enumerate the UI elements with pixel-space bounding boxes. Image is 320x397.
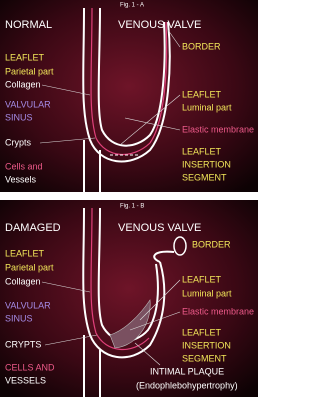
label: SINUS (5, 112, 33, 122)
label: LEAFLET (182, 146, 222, 156)
figure-number: Fig. 1 - A (120, 3, 144, 9)
label: Luminal part (182, 288, 232, 298)
leader (129, 311, 181, 331)
leader (167, 29, 181, 48)
label: (Endophlebohypertrophy) (136, 380, 238, 390)
plaque (109, 299, 151, 349)
leader (119, 94, 181, 146)
elastic-line (90, 7, 168, 156)
label: Crypts (5, 137, 32, 147)
border-nodule (173, 236, 187, 256)
leaflet-outline (82, 7, 171, 163)
leader (134, 342, 161, 366)
state: DAMAGED (5, 222, 61, 234)
label: INSERTION (182, 340, 231, 350)
label: Cells and (5, 161, 43, 171)
label: INSERTION (182, 159, 231, 169)
leader (124, 117, 181, 131)
label: SEGMENT (182, 172, 227, 182)
label: CRYPTS (5, 339, 41, 349)
elastic-line (90, 207, 150, 351)
leader (44, 334, 98, 346)
heading: VENOUS VALVE (118, 19, 201, 31)
state: NORMAL (5, 19, 52, 31)
label: LEAFLET (182, 274, 222, 284)
panel-a: Fig. 1 - A NORMAL VENOUS VALVE BORDER LE… (0, 0, 258, 192)
label: INTIMAL PLAQUE (150, 366, 224, 376)
label: Elastic membrane (182, 124, 254, 134)
label: SEGMENT (182, 353, 227, 363)
leaflet-inner (97, 7, 166, 147)
leader (41, 281, 91, 293)
figure: Fig. 1 - A NORMAL VENOUS VALVE BORDER LE… (0, 0, 258, 397)
panel-background (0, 200, 258, 397)
label: Elastic membrane (182, 306, 254, 316)
label: SINUS (5, 313, 33, 323)
leader (139, 279, 181, 321)
vein-wall (83, 335, 101, 397)
leader (39, 137, 96, 144)
figure-number: Fig. 1 - B (120, 204, 144, 210)
border-curl (153, 250, 175, 263)
label: VALVULAR (5, 99, 51, 109)
vein-wall (83, 140, 101, 192)
leaflet-outline (82, 207, 166, 359)
label: BORDER (192, 239, 231, 249)
heading: VENOUS VALVE (118, 222, 201, 234)
label: VALVULAR (5, 300, 51, 310)
label: LEAFLET (5, 248, 45, 258)
label: Parietal part (5, 66, 54, 76)
label: VESSELS (5, 375, 46, 385)
label: LEAFLET (182, 327, 222, 337)
leader (41, 84, 91, 96)
label: Luminal part (182, 102, 232, 112)
label: Vessels (5, 174, 37, 184)
label: Parietal part (5, 262, 54, 272)
panel-b: Fig. 1 - B DAMAGED VENOUS VALVE BORDER L… (0, 200, 258, 397)
label: LEAFLET (5, 52, 45, 62)
label: Collagen (5, 79, 41, 89)
label: Collagen (5, 276, 41, 286)
label: BORDER (182, 41, 221, 51)
label: CELLS AND (5, 362, 55, 372)
label: LEAFLET (182, 89, 222, 99)
